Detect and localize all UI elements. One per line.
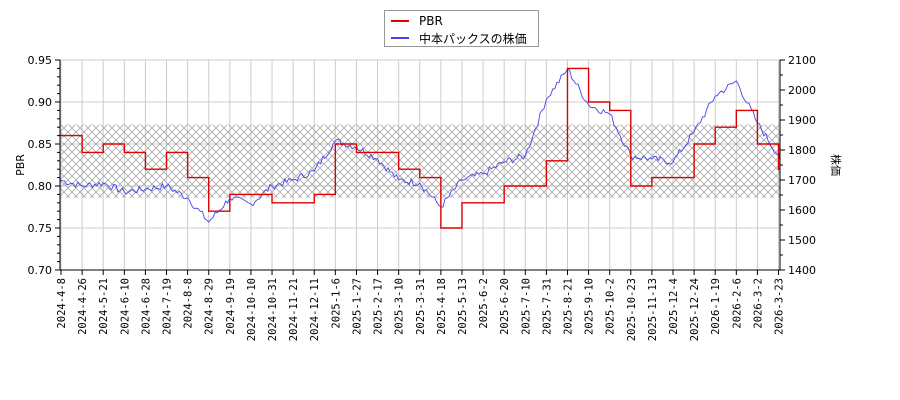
x-tick-label: 2025-7-10 [520,278,532,335]
left-tick-label: 0.90 [28,96,53,109]
legend: PBR 中本パックスの株価 [384,10,539,47]
price-line [60,68,780,223]
right-tick-label: 1600 [788,204,816,217]
x-tick-label: 2025-10-23 [626,278,638,341]
x-tick-label: 2024-12-11 [309,278,321,341]
x-tick-label: 2025-7-31 [541,278,553,335]
legend-item-pbr: PBR [391,13,443,29]
x-tick-label: 2025-6-2 [478,278,490,329]
x-tick-label: 2025-11-13 [647,278,659,341]
x-tick-label: 2024-9-19 [225,278,237,335]
legend-label: 中本パックスの株価 [419,31,527,46]
x-tick-label: 2025-8-21 [562,278,574,335]
x-tick-label: 2024-6-10 [119,278,131,335]
pbr-swatch-icon [391,20,409,22]
x-tick-label: 2024-8-8 [183,278,195,329]
right-tick-label: 2100 [788,54,816,67]
x-tick-label: 2025-3-31 [415,278,427,335]
x-tick-label: 2024-7-19 [162,278,174,335]
x-tick-label: 2024-8-29 [204,278,216,335]
x-tick-label: 2024-11-21 [288,278,300,341]
x-tick-label: 2026-3-2 [752,278,764,329]
x-tick-label: 2026-2-6 [731,278,743,329]
pbr-line [60,67,780,229]
x-tick-label: 2025-2-17 [373,278,385,335]
right-tick-label: 1700 [788,174,816,187]
x-tick-label: 2026-3-23 [774,278,786,335]
x-tick-label: 2025-1-27 [351,278,363,335]
x-tick-label: 2025-3-10 [394,278,406,335]
x-tick-label: 2025-4-18 [436,278,448,335]
x-tick-label: 2025-12-24 [689,278,701,341]
legend-label: PBR [419,14,443,28]
pbr-range-band [60,124,780,198]
right-tick-label: 1800 [788,144,816,157]
x-tick-label: 2024-4-8 [56,278,68,329]
legend-item-price: 中本パックスの株価 [391,30,527,46]
left-tick-label: 0.75 [28,222,53,235]
x-tick-label: 2024-5-21 [98,278,110,335]
x-tick-label: 2025-12-4 [668,278,680,335]
x-tick-label: 2026-1-19 [710,278,722,335]
right-tick-label: 1400 [788,264,816,277]
left-tick-label: 0.95 [28,54,53,67]
x-tick-label: 2025-5-13 [457,278,469,335]
x-tick-label: 2025-1-6 [330,278,342,329]
right-axis-title: 株価 [829,154,843,176]
left-axis-title: PBR [14,154,27,176]
x-tick-label: 2024-6-28 [140,278,152,335]
x-tick-label: 2024-10-10 [246,278,258,341]
x-tick-label: 2024-4-26 [77,278,89,335]
x-tick-label: 2024-10-31 [267,278,279,341]
x-tick-label: 2025-10-2 [605,278,617,335]
right-tick-label: 1900 [788,114,816,127]
x-tick-label: 2025-6-20 [499,278,511,335]
right-tick-label: 2000 [788,84,816,97]
right-tick-label: 1500 [788,234,816,247]
left-tick-label: 0.80 [28,180,53,193]
left-tick-label: 0.85 [28,138,53,151]
left-tick-label: 0.70 [28,264,53,277]
price-swatch-icon [391,37,409,39]
axes: 0.70 0.75 0.80 0.85 0.90 0.95 1400 1500 1600 1700… [28,54,817,341]
x-tick-label: 2025-9-10 [584,278,596,335]
